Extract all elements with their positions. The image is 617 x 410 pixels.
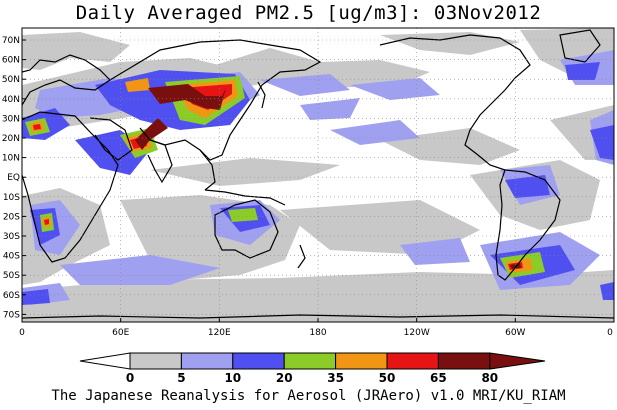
colorbar-label-80: 80 (481, 371, 498, 385)
lon-label-120w: 120W (404, 328, 430, 338)
lat-label-40s: 40S (3, 252, 20, 262)
lat-label-eq: EQ (7, 173, 20, 183)
lat-label-60n: 60N (2, 56, 20, 66)
lon-label-60w: 60W (505, 328, 525, 338)
colorbar-label-5: 5 (177, 371, 185, 385)
colorbar-swatch (386, 352, 439, 370)
colorbar-swatch (335, 352, 388, 370)
lat-label-50n: 50N (2, 75, 20, 85)
lon-label-180: 180 (309, 328, 326, 338)
lon-axis: 0 60E 120E 180 120W 60W 0 (19, 318, 615, 338)
data-source-credit: The Japanese Reanalysis for Aerosol (JRA… (51, 388, 566, 404)
lat-label-10s: 10S (3, 193, 20, 203)
lon-label-60e: 60E (112, 328, 129, 338)
graticule (22, 28, 614, 322)
colorbar-swatch (283, 352, 337, 370)
colorbar: 0 5 10 20 35 50 65 80 (79, 352, 546, 385)
lat-label-10n: 10N (2, 154, 20, 164)
lon-label-0-left: 0 (19, 328, 25, 338)
colorbar-label-50: 50 (379, 371, 396, 385)
concentration-field (22, 28, 614, 322)
colorbar-label-0: 0 (126, 371, 134, 385)
colorbar-min-triangle (79, 352, 131, 370)
colorbar-label-65: 65 (430, 371, 447, 385)
lat-label-30s: 30S (3, 232, 20, 242)
colorbar-swatch (129, 352, 182, 370)
lat-label-40n: 40N (2, 95, 20, 105)
lon-label-120e: 120E (208, 328, 231, 338)
lat-label-70s: 70S (3, 310, 20, 320)
lat-axis: 70N 60N 50N 40N 30N 20N 10N EQ 10S 20S 3… (2, 36, 26, 320)
colorbar-max-triangle (489, 352, 546, 370)
colorbar-swatch (180, 352, 234, 370)
colorbar-label-10: 10 (224, 371, 241, 385)
lat-label-20s: 20S (3, 212, 20, 222)
lat-label-70n: 70N (2, 36, 20, 46)
lat-label-60s: 60S (3, 291, 20, 301)
lon-label-0-right: 0 (607, 328, 613, 338)
lat-label-20n: 20N (2, 134, 20, 144)
map-title: Daily Averaged PM2.5 [ug/m3]: 03Nov2012 (75, 2, 542, 24)
colorbar-label-20: 20 (276, 371, 293, 385)
colorbar-swatch (232, 352, 285, 370)
lat-label-30n: 30N (2, 114, 20, 124)
colorbar-swatch (437, 352, 491, 370)
lat-label-50s: 50S (3, 271, 20, 281)
colorbar-label-35: 35 (327, 371, 344, 385)
